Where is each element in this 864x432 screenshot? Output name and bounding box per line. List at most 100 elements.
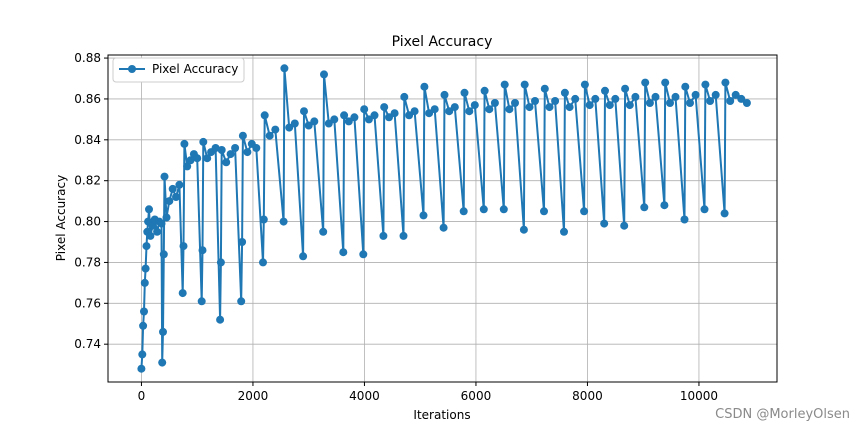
data-point [720, 209, 729, 218]
data-point [299, 252, 308, 261]
data-point [440, 90, 449, 99]
data-point [137, 364, 146, 373]
data-point [217, 146, 226, 154]
data-point [565, 103, 574, 112]
watermark: CSDN @MorleyOlsen [715, 407, 850, 422]
data-point [742, 99, 751, 107]
data-point [540, 207, 548, 216]
data-point [726, 97, 735, 105]
legend-marker [128, 65, 136, 73]
data-point [641, 78, 650, 87]
data-point [237, 297, 246, 306]
data-point [450, 103, 459, 112]
data-point [172, 193, 180, 201]
data-point [621, 84, 630, 93]
x-tick-label: 4000 [349, 389, 380, 403]
data-point [390, 109, 399, 118]
data-point [480, 86, 489, 95]
data-point [157, 219, 166, 228]
data-point [721, 78, 730, 87]
data-point [231, 144, 240, 152]
data-point [601, 86, 609, 95]
data-point [661, 78, 670, 87]
data-point [271, 125, 280, 134]
data-point [560, 227, 568, 236]
data-point [459, 207, 468, 216]
data-point [160, 172, 169, 181]
data-point [640, 203, 649, 212]
data-point [485, 105, 494, 114]
data-point [300, 107, 308, 116]
data-point [625, 101, 634, 110]
data-point [238, 238, 247, 246]
data-point [141, 264, 150, 273]
data-point [620, 221, 629, 230]
data-point [139, 321, 148, 330]
data-point [465, 107, 474, 116]
data-point [140, 307, 148, 316]
data-point [344, 117, 353, 126]
data-point [700, 205, 709, 214]
data-point [645, 99, 654, 107]
y-tick-label: 0.76 [74, 296, 101, 310]
data-point [551, 97, 560, 105]
data-point [580, 80, 589, 89]
data-point [420, 82, 429, 91]
data-point [737, 94, 746, 103]
data-point [340, 111, 349, 120]
data-point [571, 94, 580, 103]
data-point [197, 297, 206, 306]
data-point [681, 82, 690, 91]
data-point [500, 80, 509, 89]
data-point [304, 121, 313, 130]
data-point [162, 213, 171, 222]
data-point [222, 158, 231, 167]
data-point [399, 231, 408, 240]
data-point [310, 117, 319, 126]
data-point [470, 101, 479, 110]
data-point [425, 109, 434, 118]
data-point [186, 156, 195, 165]
data-point [711, 90, 720, 99]
data-point [591, 94, 600, 103]
data-point [691, 90, 700, 99]
data-point [279, 217, 288, 226]
data-point [180, 139, 189, 148]
data-point [439, 223, 448, 232]
data-point [651, 92, 660, 101]
data-point [350, 113, 359, 122]
data-point [520, 80, 529, 89]
data-point [499, 205, 508, 214]
legend-box [112, 57, 245, 83]
data-point [259, 215, 268, 224]
y-tick-label: 0.88 [74, 51, 101, 65]
data-point [479, 205, 488, 214]
data-point [238, 131, 247, 140]
data-point [680, 215, 689, 224]
plot-frame [107, 54, 778, 383]
data-point [445, 107, 454, 116]
data-point [666, 99, 674, 107]
data-point [560, 88, 569, 97]
data-point [216, 258, 225, 267]
y-tick-label: 0.74 [74, 337, 101, 351]
data-point [525, 103, 534, 112]
y-tick-label: 0.82 [74, 174, 101, 188]
data-point [330, 115, 339, 124]
data-point [339, 248, 348, 257]
data-point [199, 137, 208, 146]
data-point [159, 250, 168, 259]
data-point [410, 107, 419, 116]
y-tick-label: 0.80 [74, 215, 101, 229]
data-point [320, 70, 328, 79]
y-tick-label: 0.84 [74, 133, 101, 147]
data-point [265, 131, 274, 140]
data-point [490, 99, 499, 107]
x-tick-label: 10000 [680, 389, 718, 403]
series-pixel-accuracy [137, 64, 751, 373]
data-point [285, 123, 294, 132]
data-point [731, 90, 740, 99]
data-point [319, 227, 328, 236]
data-point [430, 105, 439, 114]
